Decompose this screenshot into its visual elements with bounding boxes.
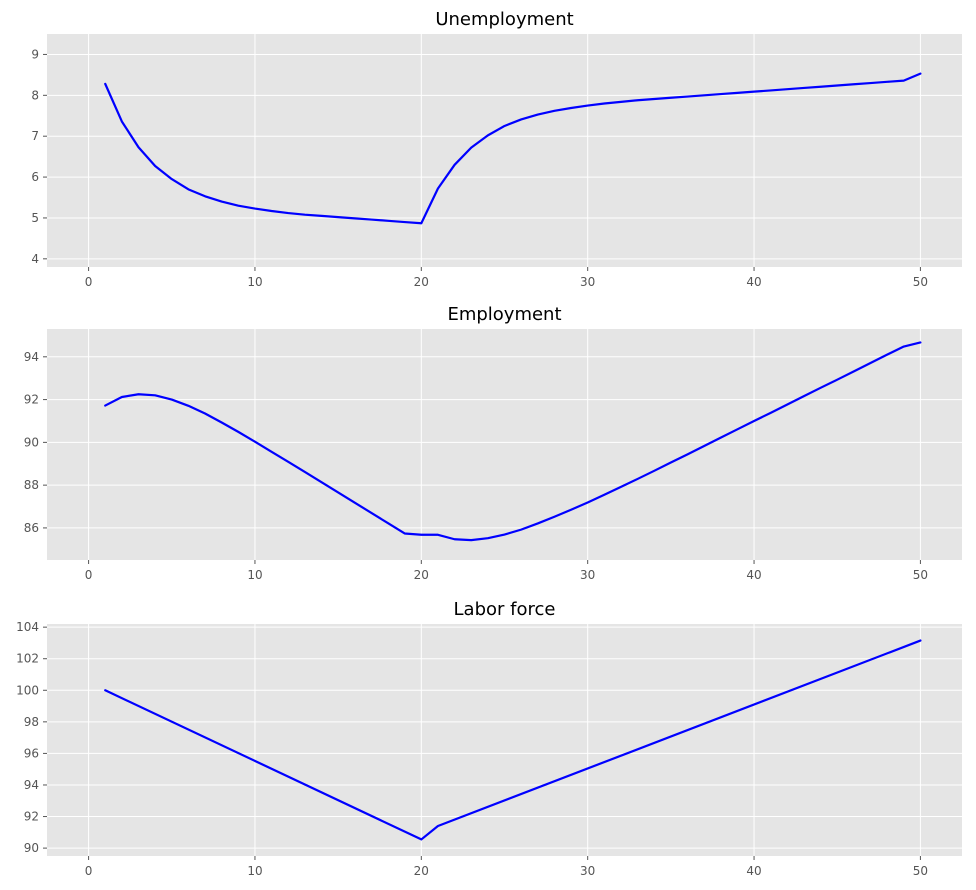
x-tick-label: 0 <box>85 568 93 582</box>
y-tick-label: 8 <box>31 88 39 102</box>
y-tick-label: 9 <box>31 47 39 61</box>
series-line <box>104 72 922 225</box>
y-tick-label: 5 <box>31 211 39 225</box>
y-tick-label: 86 <box>24 521 39 535</box>
x-tick-label: 30 <box>580 275 595 289</box>
x-tick-label: 20 <box>414 568 429 582</box>
y-tick-label: 94 <box>24 350 39 364</box>
y-tick-label: 100 <box>16 683 39 697</box>
x-tick-label: 40 <box>746 275 761 289</box>
plot-area <box>47 329 962 560</box>
subplot-title: Unemployment <box>435 9 573 30</box>
x-tick-label: 50 <box>913 568 928 582</box>
y-tick-label: 6 <box>31 170 39 184</box>
y-tick-label: 92 <box>24 393 39 407</box>
x-tick-label: 10 <box>247 568 262 582</box>
y-tick-label: 98 <box>24 715 39 729</box>
x-tick-label: 40 <box>746 864 761 878</box>
series-line <box>104 341 922 542</box>
y-tick-label: 7 <box>31 129 39 143</box>
x-tick-label: 30 <box>580 568 595 582</box>
series-line <box>104 639 922 841</box>
y-tick-label: 90 <box>24 435 39 449</box>
subplot-1: 0 10 20 30 40 50 4 5 6 7 8 9 Unemployment <box>31 9 962 289</box>
y-tick-label: 94 <box>24 778 39 792</box>
y-tick-label: 4 <box>31 252 39 266</box>
x-tick-label: 10 <box>247 275 262 289</box>
x-tick-label: 50 <box>913 275 928 289</box>
x-tick-label: 0 <box>85 275 93 289</box>
subplot-3: 0 10 20 30 40 50 90 92 94 96 98 100 102 104 Labor forc… <box>16 599 962 878</box>
subplot-2: 0 10 20 30 40 50 86 88 90 92 94 Employment <box>24 304 962 582</box>
y-tick-label: 104 <box>16 620 39 634</box>
y-tick-label: 102 <box>16 652 39 666</box>
x-tick-label: 20 <box>414 275 429 289</box>
y-tick-label: 96 <box>24 746 39 760</box>
plot-area <box>47 624 962 856</box>
x-tick-label: 20 <box>414 864 429 878</box>
subplot-title: Employment <box>447 304 561 325</box>
subplot-title: Labor force <box>454 599 556 620</box>
x-tick-label: 30 <box>580 864 595 878</box>
x-tick-label: 40 <box>746 568 761 582</box>
plot-area <box>47 34 962 267</box>
x-tick-label: 10 <box>247 864 262 878</box>
x-tick-label: 50 <box>913 864 928 878</box>
x-tick-label: 0 <box>85 864 93 878</box>
y-tick-label: 90 <box>24 841 39 855</box>
y-tick-label: 88 <box>24 478 39 492</box>
y-tick-label: 92 <box>24 810 39 824</box>
